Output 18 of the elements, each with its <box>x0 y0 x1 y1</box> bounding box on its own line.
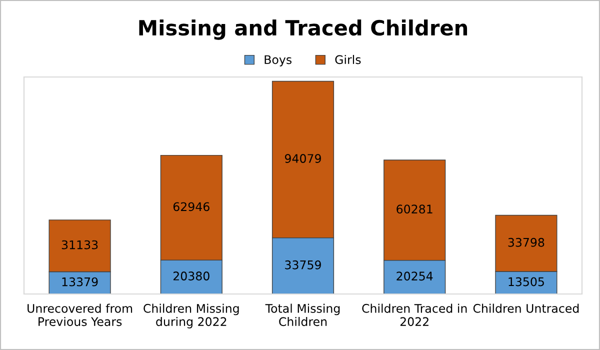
legend-label: Boys <box>264 55 292 66</box>
data-label: 60281 <box>396 204 432 214</box>
data-label: 33759 <box>285 260 321 270</box>
data-label: 20254 <box>396 272 433 281</box>
data-label: 31133 <box>62 240 98 250</box>
data-label: 33798 <box>508 238 544 247</box>
x-tick-label: Children Missing during 2022 <box>144 304 239 328</box>
data-label: 13379 <box>62 277 98 286</box>
chart-title: Missing and Traced Children <box>139 20 468 40</box>
x-tick-label: Children Traced in 2022 <box>362 304 467 326</box>
data-label: 13505 <box>508 277 544 286</box>
legend-label: Girls <box>335 54 361 64</box>
x-tick-label: Children Untraced <box>473 304 579 313</box>
x-tick-label: Total Missing Children <box>265 304 340 326</box>
data-label: 62946 <box>173 202 210 212</box>
data-label: 94079 <box>284 154 321 163</box>
x-tick-label: Unrecovered from Previous Years <box>28 304 132 326</box>
data-label: 20380 <box>173 272 210 280</box>
